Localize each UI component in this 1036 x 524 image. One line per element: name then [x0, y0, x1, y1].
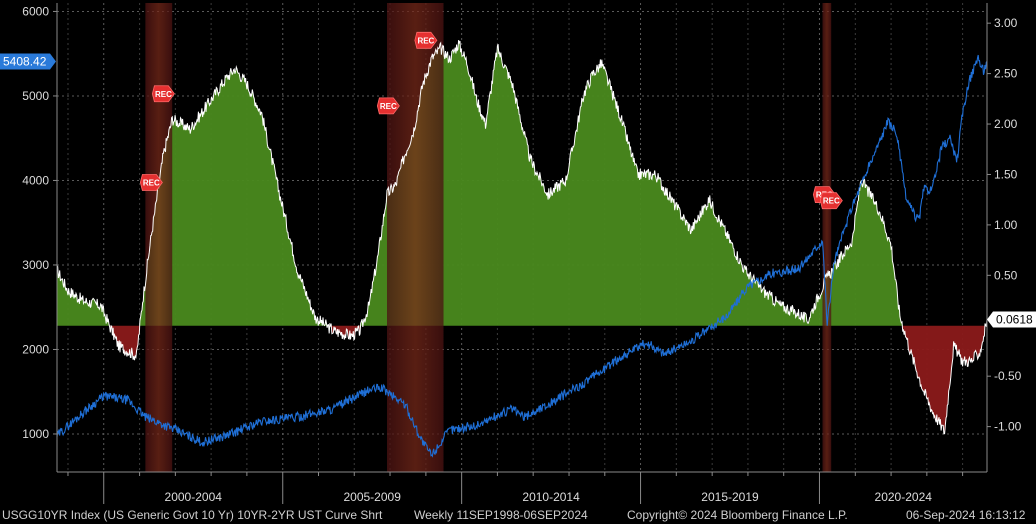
x-group-label: 2000-2004	[165, 490, 223, 504]
recession-markers: RECRECRECRECRECREC	[139, 31, 843, 210]
right-tick-label: -1.00	[994, 420, 1022, 434]
rec-marker: REC	[139, 174, 163, 191]
right-tick-label: 1.00	[994, 218, 1018, 232]
footer-copyright: Copyright© 2024 Bloomberg Finance L.P.	[627, 508, 848, 522]
rec-marker: REC	[151, 85, 175, 103]
left-tick-label: 1000	[22, 427, 49, 441]
rec-marker-shape	[151, 85, 175, 103]
rec-marker-label: REC	[417, 36, 434, 45]
chart-footer: USGG10YR Index (US Generic Govt 10 Yr) 1…	[0, 505, 1036, 524]
rec-marker-label: REC	[155, 90, 172, 99]
badge-shape	[0, 53, 56, 70]
x-group-label: 2010-2014	[522, 490, 580, 504]
left-tick-label: 5000	[22, 89, 49, 103]
right-tick-label: 2.50	[994, 67, 1018, 81]
left-tick-label: 6000	[22, 4, 49, 18]
badge-label: 5408.42	[3, 54, 47, 68]
spread-negative-fill	[57, 325, 987, 434]
last-value-badge-10yr: 5408.42	[0, 53, 56, 70]
recession-bands	[145, 3, 832, 472]
rec-marker-label: REC	[823, 197, 840, 206]
recession-band	[822, 3, 832, 472]
rec-marker-shape	[376, 97, 400, 115]
rec-marker-shape	[414, 31, 438, 49]
x-group-label: 2005-2009	[343, 490, 401, 504]
spread-area	[57, 40, 987, 434]
right-tick-label: 3.00	[994, 16, 1018, 30]
axes: 1000 2000 3000 4000 5000 6000 -1.00 -0.50 0.50 1.…	[22, 3, 1022, 504]
footer-timestamp: 06-Sep-2024 16:13:12	[906, 508, 1026, 522]
last-value-badges: 5408.42 0.0618	[0, 53, 1036, 328]
chart-canvas: RECRECRECRECRECREC 100020003000400050006…	[0, 3, 1036, 504]
right-tick-label: 2.00	[994, 117, 1018, 131]
rec-marker: REC	[376, 97, 400, 115]
right-tick-label: -0.50	[994, 369, 1022, 383]
series-line-10yr	[56, 54, 988, 458]
recession-band	[145, 3, 173, 472]
spread-positive-fill	[57, 40, 987, 326]
left-tick-label: 2000	[22, 342, 49, 356]
last-value-badge-spread: 0.0618	[987, 311, 1036, 328]
recession-band	[386, 3, 444, 472]
badge-shape	[987, 311, 1036, 328]
right-tick-label: 0.50	[994, 268, 1018, 282]
left-tick-label: 4000	[22, 173, 49, 187]
rec-marker: REC	[414, 31, 438, 49]
gridlines	[57, 3, 987, 472]
footer-ticker: USGG10YR Index (US Generic Govt 10 Yr) 1…	[2, 508, 383, 522]
footer-range: Weekly 11SEP1998-06SEP2024	[414, 508, 588, 522]
rec-marker-label: REC	[380, 102, 397, 111]
badge-label: 0.0618	[996, 313, 1033, 327]
rec-marker-shape	[139, 174, 163, 191]
rec-marker: REC	[819, 192, 843, 210]
rec-marker-label: REC	[143, 179, 160, 188]
left-tick-label: 3000	[22, 258, 49, 272]
series-line-spread	[56, 39, 988, 435]
series-lines	[56, 39, 988, 458]
x-group-label: 2020-2024	[875, 490, 933, 504]
x-group-label: 2015-2019	[701, 490, 759, 504]
right-tick-label: 1.50	[994, 167, 1018, 181]
rec-marker-shape	[819, 192, 843, 210]
